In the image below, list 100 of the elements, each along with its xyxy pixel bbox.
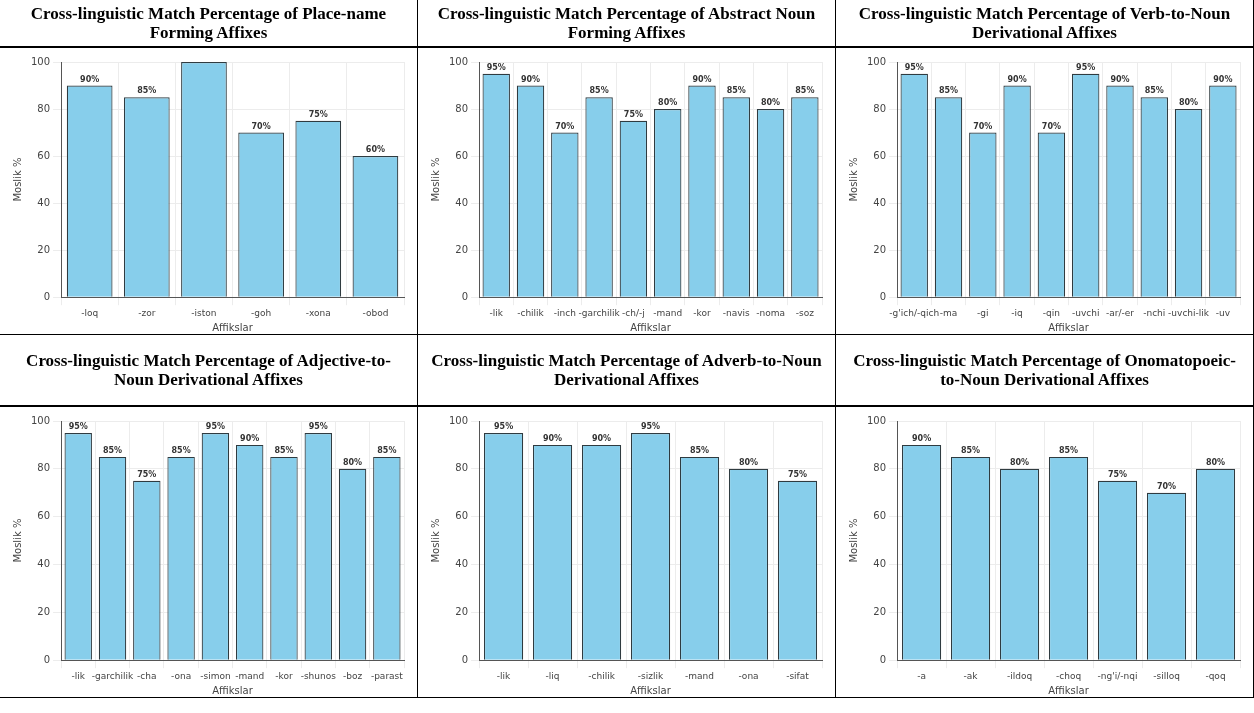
x-axis-title: Affikslar xyxy=(629,684,672,696)
x-axis-title: Affikslar xyxy=(211,684,254,696)
x-tick-label: -obod xyxy=(361,307,388,318)
y-tick-label: 80 xyxy=(872,462,886,474)
x-tick-label: -kor xyxy=(692,307,711,318)
x-tick-label: -garchilik xyxy=(577,307,621,318)
data-label: 70% xyxy=(251,121,271,131)
data-label: 90% xyxy=(239,434,259,443)
data-label: 85% xyxy=(273,445,294,455)
data-label: 95% xyxy=(308,422,328,432)
x-tick-label: -ak xyxy=(963,670,978,681)
y-tick-label: 60 xyxy=(36,149,50,161)
y-tick-label: 0 xyxy=(43,653,50,665)
x-tick-label: -lik xyxy=(489,307,504,318)
y-axis-title: Moslik % xyxy=(11,157,23,202)
data-label: 95% xyxy=(493,422,513,432)
y-axis-title: Moslik % xyxy=(429,157,441,202)
x-tick-label: -liq xyxy=(545,670,560,681)
data-label: 80% xyxy=(342,457,362,467)
x-tick-label: -iston xyxy=(190,307,217,318)
x-axis-title: Affikslar xyxy=(211,321,254,333)
data-label: 75% xyxy=(623,109,643,119)
y-tick-label: 80 xyxy=(454,462,468,474)
x-tick-label: -silloq xyxy=(1152,670,1180,681)
y-tick-label: 20 xyxy=(454,605,468,617)
data-label: 85% xyxy=(376,445,396,455)
data-label: 95% xyxy=(205,422,225,432)
data-label: 90% xyxy=(520,74,540,84)
data-label: 85% xyxy=(794,86,814,96)
x-tick-label: -lik xyxy=(496,670,511,681)
data-label: 85% xyxy=(1058,445,1078,455)
y-tick-label: 100 xyxy=(30,55,50,67)
x-tick-label: -ona xyxy=(737,670,759,681)
x-tick-label: -navis xyxy=(722,307,750,318)
y-tick-label: 80 xyxy=(872,102,886,114)
x-tick-label: -xona xyxy=(305,307,331,318)
data-label: 75% xyxy=(787,469,807,479)
x-tick-label: -qin xyxy=(1042,307,1060,318)
data-label: 80% xyxy=(657,98,677,108)
y-tick-label: 80 xyxy=(36,102,50,114)
x-tick-label: -ng'i/-nqi xyxy=(1097,670,1137,681)
y-axis-title: Moslik % xyxy=(429,518,441,563)
x-tick-label: -ma xyxy=(939,307,957,318)
y-tick-label: 60 xyxy=(454,149,468,161)
x-tick-label: -g'ich/-qich xyxy=(888,307,939,318)
data-label: 90% xyxy=(591,434,611,443)
data-label: 80% xyxy=(760,98,780,108)
data-label: 70% xyxy=(972,121,992,131)
data-label: 90% xyxy=(1007,74,1027,84)
y-tick-label: 40 xyxy=(872,196,886,208)
y-tick-label: 100 xyxy=(448,55,468,67)
x-tick-label: -garchilik xyxy=(91,670,134,681)
x-tick-label: -ar/-er xyxy=(1105,307,1134,318)
x-tick-label: -sifat xyxy=(785,670,809,681)
chart-title: Cross-linguistic Match Percentage of Place-name Forming Affixes xyxy=(0,0,417,48)
data-label: 85% xyxy=(1144,86,1164,96)
x-tick-label: -chilik xyxy=(587,670,616,681)
x-tick-label: -gi xyxy=(976,307,989,318)
x-tick-label: -uv xyxy=(1215,307,1231,318)
x-tick-label: -uvchi-lik xyxy=(1167,307,1210,318)
y-tick-label: 100 xyxy=(866,414,886,426)
x-tick-label: -lik xyxy=(71,670,86,681)
x-tick-label: -soz xyxy=(795,307,814,318)
data-label: 85% xyxy=(102,445,122,455)
data-label: 80% xyxy=(1009,457,1029,467)
data-label: 85% xyxy=(938,86,958,96)
x-tick-label: -choq xyxy=(1055,670,1081,681)
y-tick-label: 40 xyxy=(454,196,468,208)
data-label: 70% xyxy=(554,121,574,131)
x-tick-label: -chilik xyxy=(516,307,545,318)
y-tick-label: 20 xyxy=(454,243,468,255)
x-tick-label: -shunos xyxy=(300,670,336,681)
data-label: 95% xyxy=(640,422,660,432)
x-tick-label: -noma xyxy=(755,307,785,318)
data-label: 90% xyxy=(691,74,712,84)
x-tick-label: -mand xyxy=(684,670,714,681)
x-axis-title: Affikslar xyxy=(629,321,672,333)
data-label: 75% xyxy=(1107,469,1127,479)
y-tick-label: 0 xyxy=(879,290,886,302)
y-tick-label: 40 xyxy=(36,558,50,570)
y-axis-title: Moslik % xyxy=(847,518,859,563)
y-tick-label: 40 xyxy=(454,558,468,570)
y-tick-label: 60 xyxy=(872,149,886,161)
x-tick-label: -inch xyxy=(553,307,576,318)
y-tick-label: 100 xyxy=(866,55,886,67)
data-label: 85% xyxy=(171,445,191,455)
y-tick-label: 0 xyxy=(879,653,886,665)
data-label: 90% xyxy=(1212,74,1232,84)
x-tick-label: -cha xyxy=(136,670,157,681)
data-label: 85% xyxy=(589,86,609,96)
x-tick-label: -mand xyxy=(234,670,264,681)
x-tick-label: -uvchi xyxy=(1071,307,1099,318)
x-tick-label: -goh xyxy=(250,307,271,318)
data-label: 60% xyxy=(365,145,385,155)
y-tick-label: 60 xyxy=(872,510,886,522)
chart-title: Cross-linguistic Match Percentage of Abstract Noun Forming Affixes xyxy=(418,0,835,48)
chart-title: Cross-linguistic Match Percentage of Verb-to-Noun Derivational Affixes xyxy=(836,0,1253,48)
data-label: 80% xyxy=(1205,457,1225,467)
data-label: 80% xyxy=(738,457,758,467)
x-tick-label: -iq xyxy=(1010,307,1023,318)
